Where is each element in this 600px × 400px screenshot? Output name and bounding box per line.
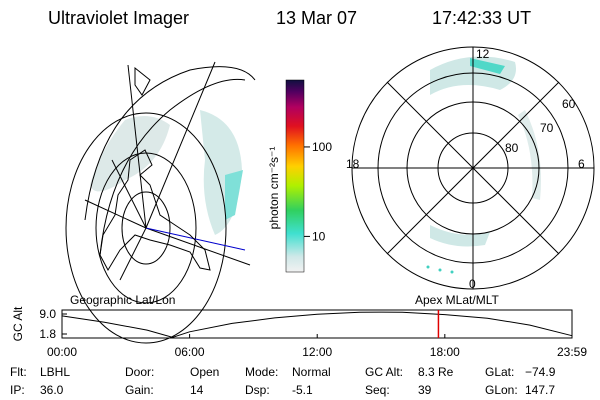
x-tick-label: 18:00 (430, 345, 460, 359)
field-value: Open (190, 365, 219, 379)
polar-map: 12 18 6 0 60 70 80 (346, 46, 595, 291)
header: Ultraviolet Imager 13 Mar 07 17:42:33 UT (48, 8, 531, 28)
map-label: Apex MLat/MLT (415, 293, 499, 307)
field-value: −74.9 (525, 365, 556, 379)
field-value: -5.1 (292, 383, 313, 397)
altitude-timeline: Geographic Lat/Lon Apex MLat/MLT GC Alt … (11, 293, 587, 359)
mlt-label: 18 (346, 157, 360, 171)
colorbar-scale (285, 79, 305, 273)
x-tick-label: 06:00 (175, 345, 205, 359)
map-label: Geographic Lat/Lon (70, 293, 175, 307)
field-value: 36.0 (40, 383, 64, 397)
field-label: Gain: (125, 383, 154, 397)
x-tick-label: 00:00 (47, 345, 77, 359)
field-value: 14 (190, 383, 204, 397)
mlt-label: 0 (469, 277, 476, 291)
field-value: LBHL (40, 365, 70, 379)
y-tick-label: 1.8 (39, 327, 56, 341)
field-value: 147.7 (525, 383, 555, 397)
field-label: IP: (10, 383, 25, 397)
colorbar-tick-label: 10 (312, 229, 326, 243)
mlt-label: 12 (476, 47, 490, 61)
field-value: 8.3 Re (418, 365, 454, 379)
field-value: 39 (418, 383, 432, 397)
field-label: Dsp: (245, 383, 270, 397)
y-tick-label: 9.0 (39, 307, 56, 321)
colorbar: photon cm⁻²s⁻¹ 100 10 (267, 79, 332, 273)
title: Ultraviolet Imager (48, 8, 189, 28)
time: 17:42:33 UT (432, 8, 531, 28)
y-axis-label: GC Alt (11, 306, 25, 341)
field-label: GLat: (485, 365, 514, 379)
lat-label: 60 (562, 97, 576, 111)
mlt-label: 6 (578, 157, 585, 171)
colorbar-tick-label: 100 (312, 140, 332, 154)
lat-label: 70 (540, 121, 554, 135)
x-tick-label: 23:59 (557, 345, 587, 359)
lat-label: 80 (505, 141, 519, 155)
altitude-line (61, 311, 573, 338)
field-value: Normal (292, 365, 331, 379)
field-label: Flt: (10, 365, 27, 379)
geographic-map (65, 61, 256, 344)
date: 13 Mar 07 (276, 8, 357, 28)
colorbar-label: photon cm⁻²s⁻¹ (267, 147, 281, 230)
field-label: Door: (125, 365, 154, 379)
x-tick-label: 12:00 (302, 345, 332, 359)
field-label: GLon: (485, 383, 518, 397)
field-label: Seq: (365, 383, 390, 397)
footer: Flt: LBHL Door: Open Mode: Normal GC Alt: 8.3 R… (10, 365, 556, 397)
field-label: Mode: (245, 365, 278, 379)
field-label: GC Alt: (365, 365, 403, 379)
